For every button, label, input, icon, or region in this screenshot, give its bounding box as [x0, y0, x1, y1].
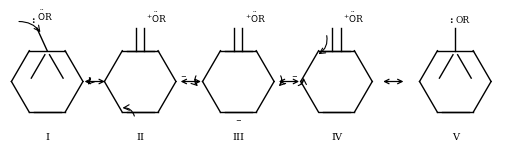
Text: I: I: [45, 133, 49, 142]
Text: II: II: [136, 133, 144, 142]
Text: V: V: [452, 133, 459, 142]
Text: III: III: [233, 133, 244, 142]
Text: $\ddot{\mathrm{O}}$R: $\ddot{\mathrm{O}}$R: [37, 9, 53, 23]
Text: $^-$: $^-$: [179, 75, 187, 84]
Text: :: :: [449, 16, 453, 25]
Text: $^+\!\ddot{\mathrm{O}}$R: $^+\!\ddot{\mathrm{O}}$R: [243, 11, 266, 25]
Text: $^+\!\ddot{\mathrm{O}}$R: $^+\!\ddot{\mathrm{O}}$R: [146, 11, 168, 25]
Text: $^-$: $^-$: [234, 119, 242, 128]
Text: $^-$: $^-$: [290, 75, 298, 84]
Text: :: :: [31, 16, 34, 25]
Text: $^+\!\ddot{\mathrm{O}}$R: $^+\!\ddot{\mathrm{O}}$R: [342, 11, 364, 25]
Text: IV: IV: [331, 133, 342, 142]
Text: OR: OR: [455, 16, 469, 25]
